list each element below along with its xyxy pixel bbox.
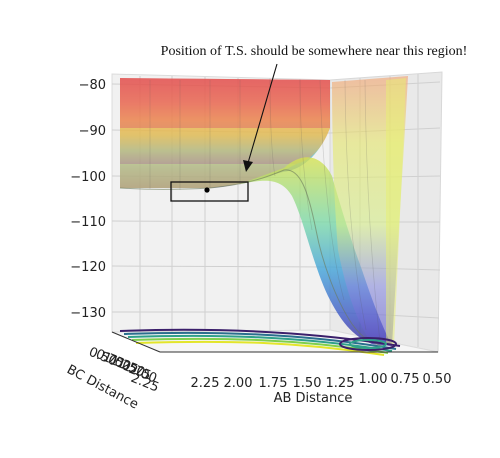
z-tick-label: −100 <box>70 170 106 185</box>
x-tick-label: 0.50 <box>423 372 452 387</box>
annotation-text: Position of T.S. should be somewhere nea… <box>161 44 468 59</box>
x-tick-label: 1.00 <box>359 372 388 387</box>
z-tick-label: −130 <box>70 306 106 321</box>
surface-band-yellow <box>120 164 296 188</box>
x-tick-label: 2.00 <box>224 376 253 391</box>
ts-region <box>170 181 249 202</box>
x-axis: 2.25 2.00 1.75 1.50 1.25 1.00 0.75 0.50 … <box>160 351 452 406</box>
surface-right-wall-edge <box>386 78 406 345</box>
surface-band-orange <box>120 128 330 164</box>
x-tick-label: 2.25 <box>191 376 220 391</box>
x-tick-label: 0.75 <box>391 372 420 387</box>
surface-band-red <box>120 78 330 128</box>
z-tick-label: −120 <box>70 260 106 275</box>
z-tick-label: −90 <box>79 124 106 139</box>
ts-region-box <box>170 181 249 202</box>
annotation-arrow-line <box>247 63 278 164</box>
potential-surface <box>119 76 408 347</box>
x-tick-label: 1.75 <box>259 376 288 391</box>
x-axis-label: AB Distance <box>274 391 353 406</box>
z-tick-label: −80 <box>79 78 106 93</box>
annotation-arrowhead <box>243 160 253 172</box>
z-axis: −80 −90 −100 −110 −120 −130 <box>70 78 106 321</box>
z-tick-label: −110 <box>70 215 106 230</box>
x-tick-label: 1.50 <box>293 376 322 391</box>
floor-contours <box>119 328 401 356</box>
annotation: Position of T.S. should be somewhere nea… <box>161 44 468 172</box>
surface-outline <box>119 169 385 347</box>
x-tick-label: 1.25 <box>326 376 355 391</box>
surface-mesh <box>149 79 381 343</box>
ts-point <box>204 187 210 193</box>
